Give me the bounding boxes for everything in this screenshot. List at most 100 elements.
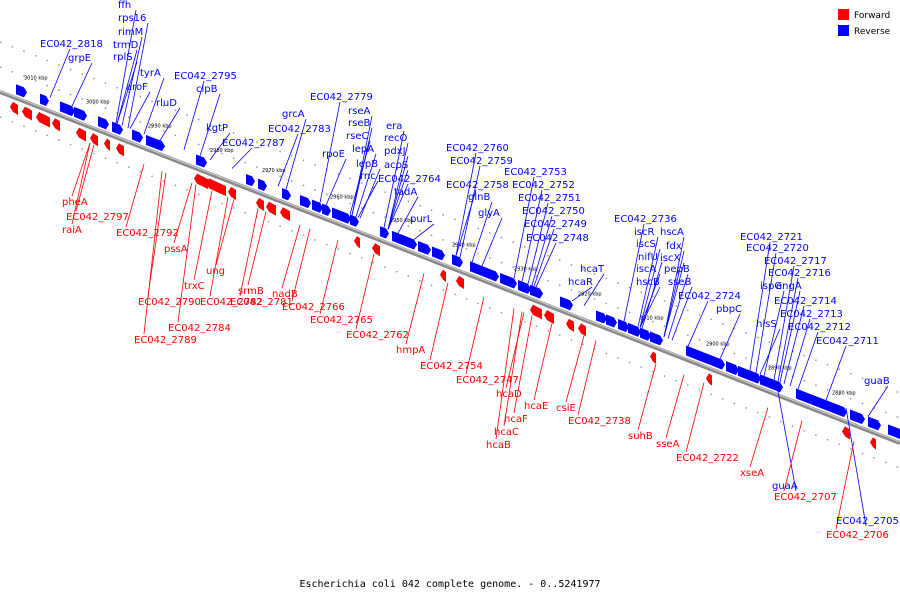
tick-label: 2890 kbp [768, 366, 792, 372]
reverse-connector-line [867, 385, 889, 417]
reverse-gene-label: kgtP [206, 123, 228, 134]
reverse-gene-label: rpoE [322, 149, 345, 160]
reverse-gene-feature [470, 261, 499, 282]
reverse-connector-line [143, 77, 165, 135]
reverse-connector-line [397, 196, 419, 234]
legend-reverse-swatch [838, 25, 849, 36]
reverse-gene-label: acpS [384, 160, 408, 171]
reverse-gene-label: EC042_2712 [788, 322, 851, 333]
forward-gene-label: EC042_2738 [568, 416, 631, 427]
legend-reverse-label: Reverse [854, 27, 891, 37]
reverse-gene-feature [98, 116, 109, 130]
reverse-gene-label: era [386, 121, 402, 132]
forward-connector-line [143, 171, 163, 335]
reverse-connector-line [779, 290, 801, 383]
forward-gene-label: pssA [164, 244, 188, 255]
reverse-gene-feature [258, 178, 267, 191]
forward-gene-label: EC042_2789 [134, 335, 197, 346]
reverse-connector-line [349, 140, 371, 215]
forward-gene-feature [566, 318, 574, 332]
forward-connector-line [513, 315, 533, 414]
reverse-gene-label: rseB [348, 118, 370, 129]
forward-gene-label: trxC [184, 281, 205, 292]
reverse-connector-line [783, 305, 805, 384]
forward-gene-feature [76, 127, 86, 142]
reverse-connector-line [687, 300, 709, 347]
reverse-gene-feature [686, 345, 715, 366]
reverse-connector-line [583, 273, 605, 306]
tick-label: 2950 kbp [390, 218, 414, 224]
reverse-gene-feature [712, 355, 725, 370]
reverse-connector-line [231, 147, 253, 169]
forward-connector-line [173, 182, 193, 244]
forward-connector-line [495, 308, 515, 440]
reverse-connector-line [845, 407, 867, 527]
forward-gene-label: EC042_2797 [66, 212, 129, 223]
reverse-connector-line [513, 176, 535, 279]
reverse-gene-feature [770, 378, 783, 393]
gene-features [10, 84, 900, 450]
reverse-gene-feature [888, 424, 900, 439]
reverse-gene-label: pbpC [716, 304, 742, 315]
reverse-gene-label: EC042_2752 [512, 180, 575, 191]
forward-gene-label: suhB [628, 431, 653, 442]
forward-connector-line [281, 224, 301, 289]
reverse-connector-line [355, 153, 377, 217]
reverse-gene-feature [850, 409, 865, 425]
reverse-gene-label: EC042_2779 [310, 92, 373, 103]
reverse-gene-feature [350, 214, 359, 227]
tick-label: 3010 kbp [24, 75, 48, 81]
forward-gene-feature [256, 197, 264, 211]
reverse-gene-label: ffh [118, 0, 131, 11]
reverse-gene-feature [60, 101, 75, 117]
reverse-gene-feature [392, 230, 417, 250]
reverse-connector-line [719, 313, 741, 359]
reverse-gene-label: EC042_2760 [446, 143, 509, 154]
reverse-gene-feature [380, 226, 389, 239]
forward-gene-label: xseA [740, 468, 764, 479]
reverse-gene-feature [518, 280, 531, 294]
reverse-gene-label: EC042_2720 [746, 243, 809, 254]
reverse-connector-line [671, 286, 693, 341]
reverse-connector-line [455, 189, 477, 256]
forward-connector-line [565, 335, 585, 403]
reverse-gene-label: pdxJ [384, 146, 406, 157]
reverse-gene-label: hscB [636, 277, 660, 288]
reverse-gene-label: iscS [636, 239, 656, 250]
forward-connector-line [71, 143, 91, 225]
reverse-gene-label: EC042_2711 [816, 336, 879, 347]
reverse-gene-feature [618, 319, 629, 333]
reverse-gene-label: tadA [394, 187, 417, 198]
reverse-connector-line [183, 80, 205, 150]
reverse-gene-feature [640, 327, 651, 341]
forward-connector-line [239, 208, 259, 297]
tick-label: 3000 kbp [86, 100, 110, 106]
reverse-connector-line [383, 130, 405, 228]
forward-gene-label: csiE [556, 403, 576, 414]
forward-gene-label: raiA [62, 225, 82, 236]
forward-gene-label: EC042_2762 [346, 330, 409, 341]
forward-connector-line [783, 420, 803, 492]
forward-gene-label: hcaF [504, 414, 528, 425]
reverse-connector-line [455, 152, 477, 256]
reverse-gene-label: glnB [468, 192, 490, 203]
reverse-gene-label: EC042_2750 [522, 206, 585, 217]
reverse-gene-label: EC042_2717 [764, 256, 827, 267]
reverse-gene-label: EC042_2818 [40, 39, 103, 50]
reverse-gene-feature [726, 361, 739, 376]
forward-connector-line [665, 374, 685, 439]
reverse-gene-label: guaB [864, 376, 890, 387]
reverse-gene-feature [606, 314, 617, 328]
reverse-gene-feature [628, 322, 641, 337]
forward-gene-feature [650, 351, 656, 364]
scale-ticks: 3010 kbp 3000 kbp 2990 kbp 2980 kbp 2970 kbp… [24, 75, 856, 396]
reverse-gene-label: sseB [668, 277, 692, 288]
forward-connector-line [355, 253, 375, 330]
reverse-connector-line [667, 273, 689, 339]
reverse-gene-feature [246, 173, 255, 187]
forward-connector-line [125, 164, 145, 228]
reverse-connector-line [789, 318, 811, 387]
reverse-gene-label: rnc [360, 171, 376, 182]
reverse-connector-line [71, 62, 93, 107]
reverse-connector-line [663, 250, 685, 338]
